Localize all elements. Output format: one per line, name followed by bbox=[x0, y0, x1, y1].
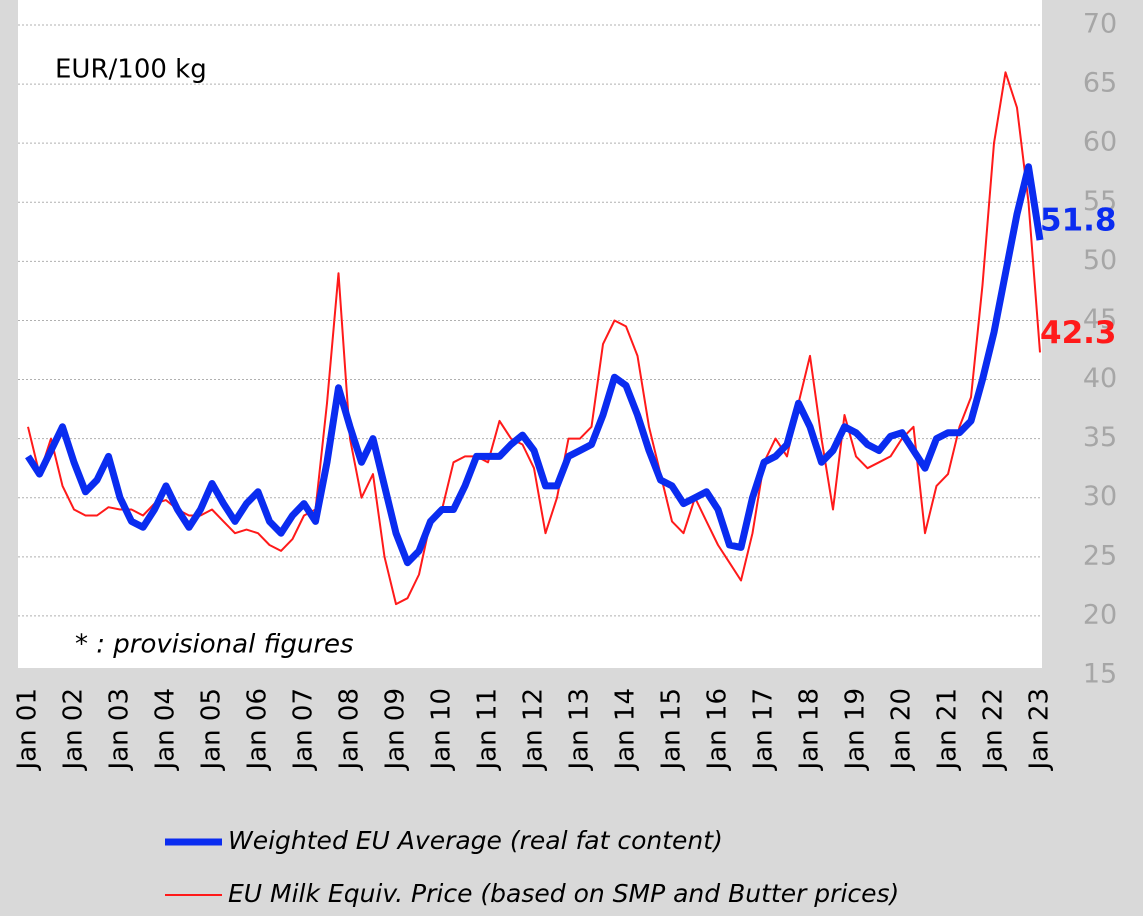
plot-area bbox=[18, 0, 1042, 668]
y-tick-label: 55 bbox=[1083, 186, 1117, 217]
x-tick-label: Jan 13 bbox=[565, 688, 595, 771]
y-tick-label: 25 bbox=[1083, 540, 1117, 571]
x-tick-label: Jan 05 bbox=[197, 688, 227, 771]
x-tick-label: Jan 11 bbox=[473, 688, 503, 771]
series-line bbox=[25, 163, 1044, 567]
y-tick-label: 15 bbox=[1083, 659, 1117, 690]
y-tick-label: 70 bbox=[1083, 9, 1117, 40]
x-tick-label: Jan 17 bbox=[749, 688, 779, 771]
y-tick-label: 50 bbox=[1083, 245, 1117, 276]
x-tick-label: Jan 01 bbox=[13, 688, 43, 771]
x-tick-label: Jan 06 bbox=[243, 688, 273, 771]
unit-label: EUR/100 kg bbox=[55, 55, 207, 85]
x-tick-label: Jan 08 bbox=[335, 688, 365, 771]
x-tick-label: Jan 12 bbox=[519, 688, 549, 771]
x-tick-label: Jan 23 bbox=[1025, 688, 1055, 771]
x-tick-label: Jan 21 bbox=[933, 688, 963, 771]
x-tick-label: Jan 14 bbox=[611, 688, 641, 771]
y-tick-label: 40 bbox=[1083, 363, 1117, 394]
x-tick-label: Jan 02 bbox=[59, 688, 89, 771]
x-tick-label: Jan 22 bbox=[979, 688, 1009, 771]
x-tick-label: Jan 18 bbox=[795, 688, 825, 771]
x-tick-label: Jan 04 bbox=[151, 688, 181, 771]
y-tick-label: 60 bbox=[1083, 127, 1117, 158]
x-tick-label: Jan 20 bbox=[887, 688, 917, 771]
y-tick-label: 45 bbox=[1083, 304, 1117, 335]
y-tick-label: 30 bbox=[1083, 481, 1117, 512]
x-tick-label: Jan 15 bbox=[657, 688, 687, 771]
y-tick-label: 35 bbox=[1083, 422, 1117, 453]
legend-label: Weighted EU Average (real fat content) bbox=[228, 826, 723, 855]
end-value-label: 51.8 bbox=[1040, 203, 1117, 239]
x-tick-label: Jan 03 bbox=[105, 688, 135, 771]
y-tick-label: 65 bbox=[1083, 68, 1117, 99]
x-tick-label: Jan 16 bbox=[703, 688, 733, 771]
y-tick-label: 20 bbox=[1083, 599, 1117, 630]
x-tick-label: Jan 10 bbox=[427, 688, 457, 771]
legend-label: EU Milk Equiv. Price (based on SMP and B… bbox=[228, 879, 899, 908]
footnote: * : provisional figures bbox=[75, 630, 354, 660]
x-tick-label: Jan 19 bbox=[841, 688, 871, 771]
end-value-label: 42.3 bbox=[1040, 315, 1117, 351]
x-tick-label: Jan 07 bbox=[289, 688, 319, 771]
x-tick-label: Jan 09 bbox=[381, 688, 411, 771]
